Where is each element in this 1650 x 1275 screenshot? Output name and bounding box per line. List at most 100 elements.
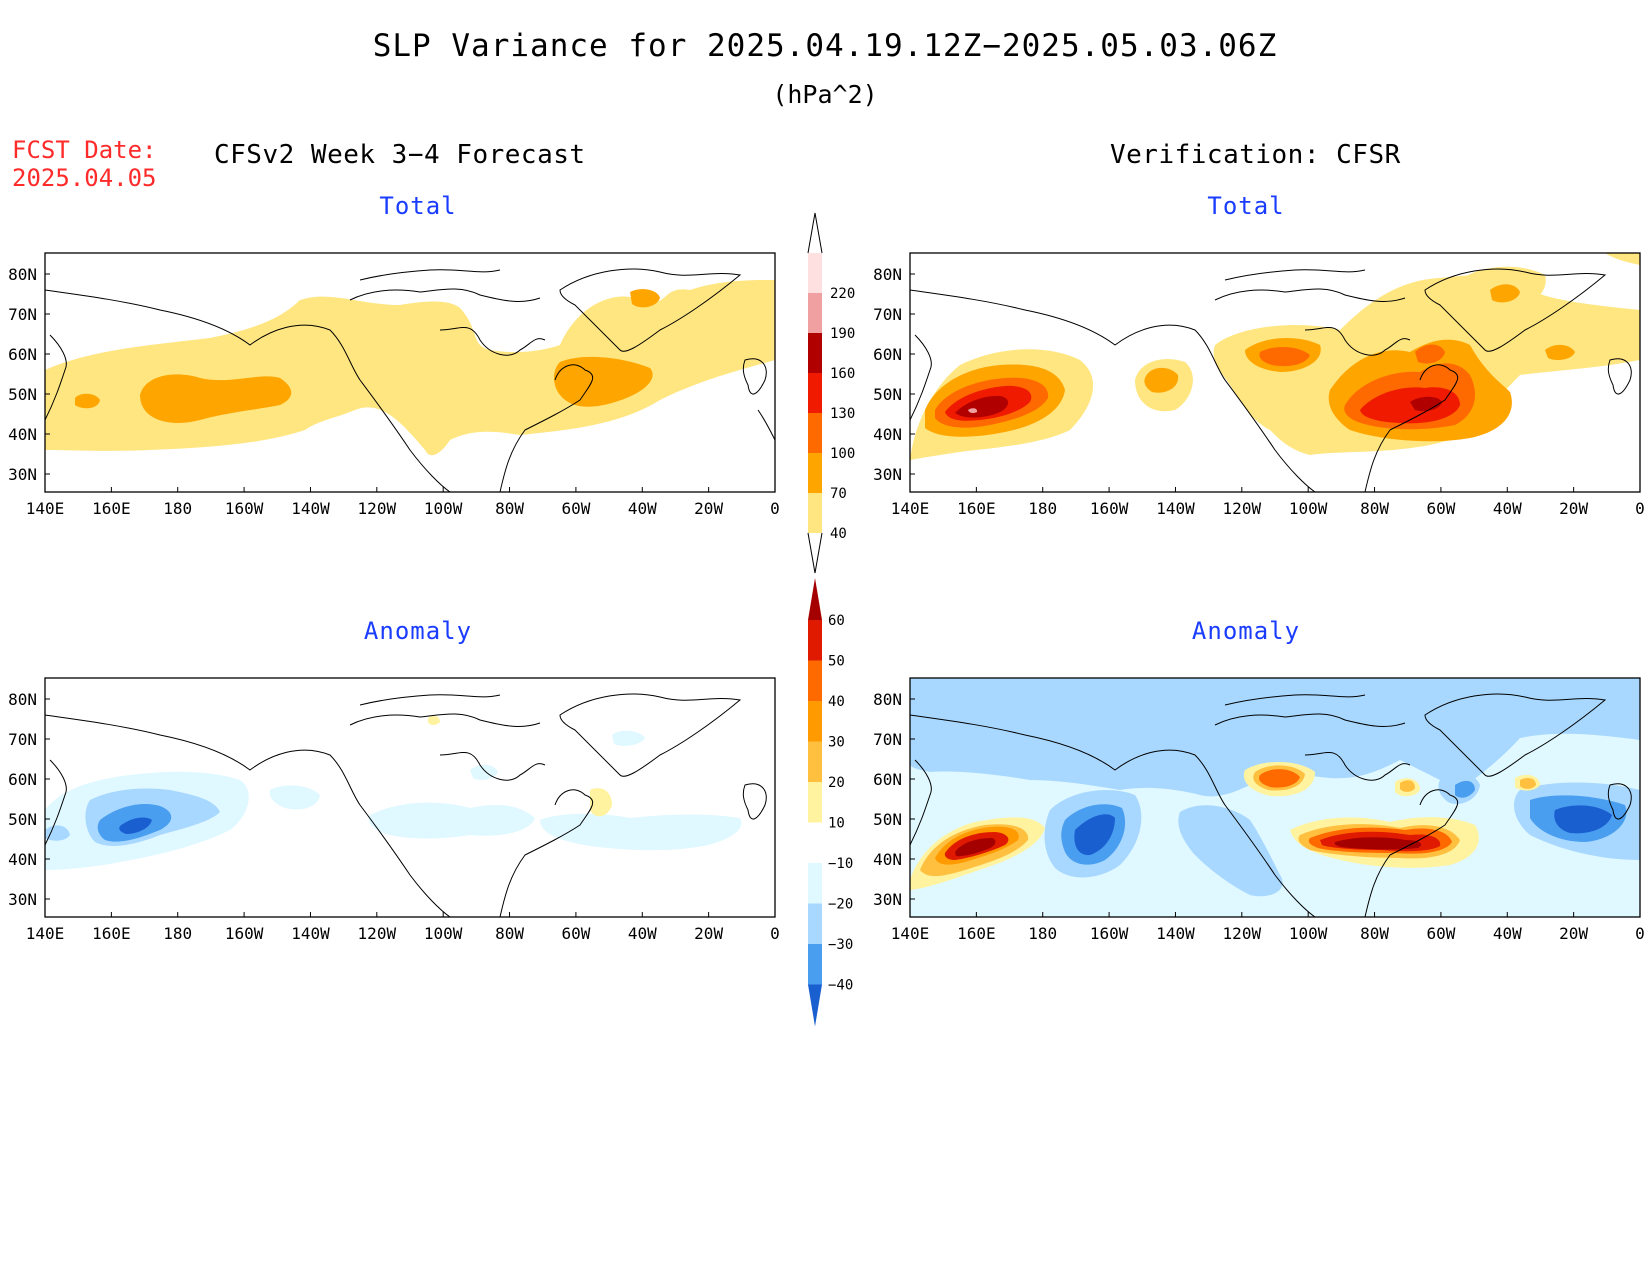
lat-tick-label-top-right: 70N (873, 305, 902, 324)
lon-tick-label-top-left: 160W (225, 499, 264, 518)
lon-tick-label-top-left: 40W (628, 499, 657, 518)
lon-tick-label-bottom-right: 160W (1090, 924, 1129, 943)
lat-tick-label-top-right: 80N (873, 265, 902, 284)
colorbar-anomaly-label: −10 (828, 856, 853, 872)
variance-contour-70-atlantic (554, 356, 653, 407)
colorbar-total-label: 40 (830, 526, 847, 542)
lon-tick-label-bottom-left: 160E (92, 924, 131, 943)
panel-title-bottom-right: Anomaly (1191, 617, 1301, 645)
lat-tick-label-bottom-left: 50N (8, 810, 37, 829)
lon-tick-label-top-right: 140W (1156, 499, 1195, 518)
forecast-date-value: 2025.04.05 (12, 164, 157, 192)
lon-tick-label-bottom-right: 180 (1028, 924, 1057, 943)
colorbar-total-label: 160 (830, 366, 855, 382)
right-column-title: Verification: CFSR (1110, 140, 1401, 170)
lon-tick-label-top-right: 40W (1493, 499, 1522, 518)
lon-tick-label-bottom-left: 60W (561, 924, 590, 943)
map-panel-verification-total (910, 253, 1640, 492)
colorbar-total-label: 220 (830, 286, 855, 302)
lon-tick-label-top-right: 160E (957, 499, 996, 518)
lon-tick-label-top-left: 120W (358, 499, 397, 518)
lon-tick-label-top-left: 160E (92, 499, 131, 518)
colorbar-total-label: 130 (830, 406, 855, 422)
colorbar-anomaly-bottom-arrow (808, 984, 822, 1027)
colorbar-total-top-arrow (807, 212, 823, 254)
colorbar-anomaly-segment (808, 903, 822, 944)
lon-tick-label-bottom-right: 100W (1289, 924, 1328, 943)
colorbar-total-label: 70 (830, 486, 847, 502)
lon-tick-label-top-left: 180 (163, 499, 192, 518)
coastlines (910, 268, 1632, 492)
lon-tick-label-bottom-right: 40W (1493, 924, 1522, 943)
lat-tick-label-top-right: 60N (873, 345, 902, 364)
coastlines (910, 693, 1632, 917)
colorbar-total-segment (808, 253, 822, 293)
lat-tick-label-top-left: 40N (8, 425, 37, 444)
panel-title-top-left: Total (379, 192, 457, 220)
lon-tick-label-bottom-left: 20W (694, 924, 723, 943)
lon-tick-label-top-right: 180 (1028, 499, 1057, 518)
lat-tick-label-bottom-left: 80N (8, 690, 37, 709)
colorbar-anomaly-segment (808, 660, 822, 701)
frame-bottom-left (44, 677, 776, 918)
lon-tick-label-bottom-left: 40W (628, 924, 657, 943)
colorbar-anomaly-segment (808, 944, 822, 985)
frame-bottom-right (909, 677, 1641, 918)
colorbar-total-segment (808, 493, 822, 533)
variance-contour-70-pacific (140, 374, 292, 423)
lat-tick-label-top-left: 70N (8, 305, 37, 324)
forecast-date-block: FCST Date: 2025.04.05 (12, 136, 157, 192)
left-column-title: CFSv2 Week 3−4 Forecast (214, 140, 586, 170)
lon-tick-label-bottom-left: 180 (163, 924, 192, 943)
anomaly-contour-plus10 (590, 788, 612, 817)
colorbar-anomaly-segment (808, 782, 822, 823)
colorbar-anomaly-top-arrow (808, 578, 822, 620)
lon-tick-label-bottom-right: 120W (1223, 924, 1262, 943)
lon-tick-label-bottom-right: 160E (957, 924, 996, 943)
main-title: SLP Variance for 2025.04.19.12Z−2025.05.… (372, 28, 1278, 64)
map-panel-verification-anomaly (910, 678, 1640, 917)
colorbar-total-segment (808, 453, 822, 493)
lon-tick-label-bottom-left: 100W (424, 924, 463, 943)
lat-tick-label-top-right: 50N (873, 385, 902, 404)
colorbar-total-segment (808, 373, 822, 413)
lon-tick-label-bottom-left: 120W (358, 924, 397, 943)
lon-tick-label-top-left: 140E (26, 499, 65, 518)
lon-tick-label-top-right: 60W (1426, 499, 1455, 518)
coastlines (45, 693, 767, 917)
lon-tick-label-top-left: 80W (495, 499, 524, 518)
lon-tick-label-top-right: 80W (1360, 499, 1389, 518)
lon-tick-label-bottom-left: 80W (495, 924, 524, 943)
anomaly-contour-minus20 (910, 678, 1640, 797)
lon-tick-label-bottom-right: 60W (1426, 924, 1455, 943)
lat-tick-label-bottom-right: 80N (873, 690, 902, 709)
lat-tick-label-bottom-right: 30N (873, 890, 902, 909)
colorbar-anomaly-label: 50 (828, 654, 845, 670)
colorbar-anomaly-label: 40 (828, 694, 845, 710)
colorbar-anomaly-label: 10 (828, 816, 845, 832)
lon-tick-label-top-left: 0 (770, 499, 780, 518)
lat-tick-label-top-right: 40N (873, 425, 902, 444)
colorbar-anomaly-segment (808, 822, 822, 863)
coastlines (45, 268, 775, 492)
colorbar-anomaly: 60 50 40 30 20 10 −10 −20 −30 −40 (808, 578, 853, 1027)
frame-top-right (909, 252, 1641, 493)
lat-tick-label-top-right: 30N (873, 465, 902, 484)
forecast-date-label: FCST Date: (12, 136, 157, 164)
lat-tick-label-bottom-left: 70N (8, 730, 37, 749)
colorbar-anomaly-segment (808, 863, 822, 904)
colorbar-anomaly-label: −20 (828, 897, 853, 913)
variance-contour-70-greenland (630, 289, 660, 308)
axes-layer: 140E 160E 180 160W 140W 120W 100W 80W 60W 40W 20W 0… (8, 265, 1645, 943)
lon-tick-label-bottom-right: 80W (1360, 924, 1389, 943)
colorbar-anomaly-label: 60 (828, 613, 845, 629)
colorbar-anomaly-label: −30 (828, 937, 853, 953)
colorbar-anomaly-segment (808, 741, 822, 782)
panel-title-bottom-left: Anomaly (363, 617, 473, 645)
map-panel-forecast-total (45, 253, 775, 492)
colorbar-total: 40 70 100 130 160 190 220 (807, 212, 855, 574)
colorbar-total-segment (808, 333, 822, 373)
panel-title-top-right: Total (1207, 192, 1285, 220)
units-label: (hPa^2) (772, 80, 878, 109)
